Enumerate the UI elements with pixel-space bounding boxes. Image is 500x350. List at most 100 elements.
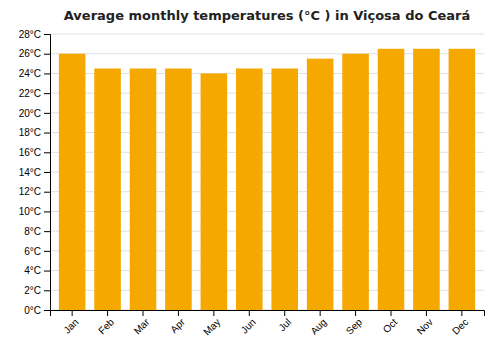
x-tick-label: May	[201, 316, 222, 337]
bar	[413, 49, 440, 310]
y-tick-mark	[44, 211, 50, 212]
y-tick-label: 6°C	[24, 246, 41, 257]
y-tick-mark	[44, 93, 50, 94]
y-tick-mark	[44, 231, 50, 232]
x-tick: Mar	[132, 310, 152, 336]
x-tick-label: Nov	[415, 316, 435, 336]
y-tick-label: 0°C	[24, 305, 41, 316]
bar	[271, 69, 298, 311]
y-tick-label: 16°C	[19, 147, 41, 158]
y-tick: 20°C	[19, 108, 50, 119]
y-tick-mark	[44, 34, 50, 35]
y-axis: 0°C 2°C 4°C 6°C 8°C 10°C 12°C 14°C 16°C 18°C 20°C 2…	[19, 29, 51, 316]
y-tick: 16°C	[19, 147, 50, 158]
y-tick: 28°C	[19, 29, 50, 40]
x-tick: May	[201, 310, 222, 338]
y-tick: 22°C	[19, 88, 50, 99]
x-tick-mark	[107, 310, 108, 316]
x-tick: Oct	[381, 310, 400, 335]
y-tick-label: 10°C	[19, 206, 41, 217]
x-tick-mark	[426, 310, 427, 316]
x-tick-label: Apr	[168, 316, 187, 335]
x-tick: Dec	[450, 310, 470, 337]
y-tick-label: 22°C	[19, 88, 41, 99]
x-tick-label: Sep	[344, 316, 365, 337]
x-tick: Apr	[168, 310, 187, 335]
x-tick-label: Aug	[308, 316, 328, 336]
x-tick-label: Oct	[381, 316, 400, 335]
y-tick-label: 18°C	[19, 127, 41, 138]
y-tick-mark	[44, 310, 50, 311]
grid	[50, 34, 484, 310]
chart: Jan Feb Mar Apr May Jun Jul Aug Sep Oct Nov Dec 0°C 2…	[0, 0, 500, 350]
x-tick: Nov	[415, 310, 435, 337]
bar	[94, 69, 121, 311]
x-tick-mark	[320, 310, 321, 316]
y-tick-mark	[44, 152, 50, 153]
y-tick-mark	[44, 113, 50, 114]
y-tick: 6°C	[24, 246, 50, 257]
y-tick: 26°C	[19, 48, 50, 59]
y-tick-label: 14°C	[19, 167, 41, 178]
x-tick: Jan	[61, 310, 80, 336]
y-tick-mark	[44, 290, 50, 291]
y-tick-label: 28°C	[19, 29, 41, 40]
x-tick-label: Mar	[132, 316, 152, 336]
bar	[165, 69, 192, 311]
y-tick: 18°C	[19, 127, 50, 138]
x-tick-label: Jun	[239, 316, 258, 335]
bars	[59, 49, 475, 310]
y-tick-mark	[44, 73, 50, 74]
bar	[236, 69, 263, 311]
x-tick-label: Jul	[276, 316, 293, 333]
x-tick-mark	[178, 310, 179, 316]
title: Average monthly temperatures (°C ) in Vi…	[64, 8, 470, 23]
x-axis-line	[51, 311, 485, 317]
y-tick-mark	[44, 192, 50, 193]
y-tick: 0°C	[24, 305, 50, 316]
x-tick-label: Jan	[61, 316, 80, 335]
x-tick-mark	[213, 310, 214, 316]
x-tick-mark	[72, 310, 73, 316]
x-tick: Aug	[308, 310, 328, 337]
y-tick: 4°C	[24, 265, 50, 276]
y-tick-label: 24°C	[19, 68, 41, 79]
y-tick-mark	[44, 54, 50, 55]
bar	[307, 59, 334, 310]
y-tick-mark	[44, 251, 50, 252]
bar	[130, 69, 157, 311]
x-tick-label: Feb	[96, 316, 116, 336]
y-tick-mark	[44, 271, 50, 272]
x-tick-mark	[461, 310, 462, 316]
y-tick-mark	[44, 133, 50, 134]
x-tick-mark	[249, 310, 250, 316]
y-tick: 2°C	[24, 285, 50, 296]
y-tick-mark	[44, 172, 50, 173]
y-tick-label: 26°C	[19, 48, 41, 59]
bar	[201, 73, 228, 310]
y-tick-label: 8°C	[24, 226, 41, 237]
x-axis: Jan Feb Mar Apr May Jun Jul Aug Sep Oct Nov Dec	[51, 310, 485, 338]
y-tick: 12°C	[19, 186, 50, 197]
bar	[449, 49, 476, 310]
y-tick-label: 12°C	[19, 186, 41, 197]
y-axis-line	[44, 35, 51, 311]
y-tick: 8°C	[24, 226, 50, 237]
x-tick: Jul	[276, 310, 293, 333]
x-tick-mark	[391, 310, 392, 316]
x-tick-mark	[284, 310, 285, 316]
grid-line	[50, 34, 484, 35]
x-tick-label: Dec	[450, 316, 470, 336]
y-tick: 14°C	[19, 167, 50, 178]
y-tick-label: 2°C	[24, 285, 41, 296]
bar	[59, 54, 86, 310]
y-tick-label: 4°C	[24, 265, 41, 276]
bar	[378, 49, 405, 310]
y-tick: 24°C	[19, 68, 50, 79]
bar	[342, 54, 369, 310]
x-tick: Sep	[344, 310, 365, 337]
x-tick-mark	[355, 310, 356, 316]
y-tick: 10°C	[19, 206, 50, 217]
x-tick-mark	[143, 310, 144, 316]
x-tick: Jun	[239, 310, 258, 336]
